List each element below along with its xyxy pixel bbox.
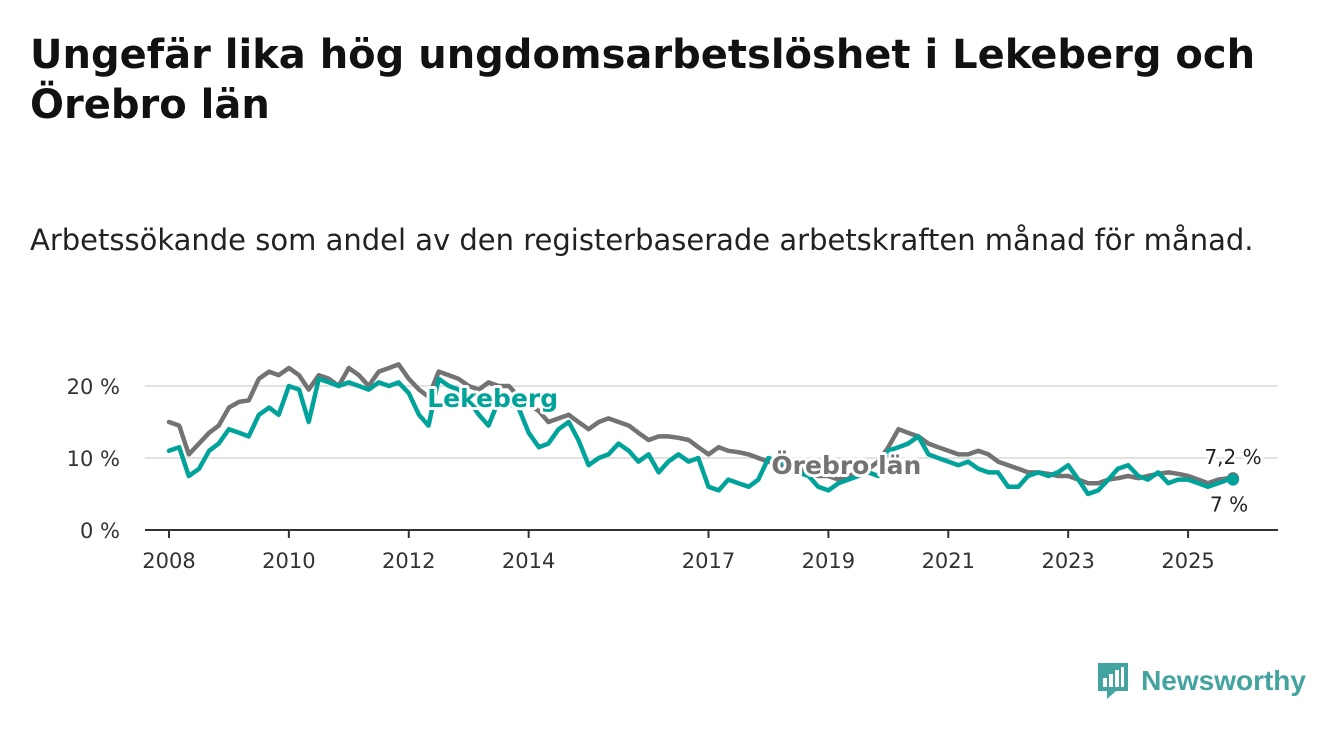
y-tick-label: 10 % xyxy=(67,447,120,471)
series-line-lekeberg xyxy=(166,376,1236,497)
x-tick-label: 2010 xyxy=(262,549,315,573)
axes: 0 % 10 % 20 % 2008 2010 2012 2014 2017 2019 2021 2… xyxy=(67,375,1278,573)
x-tick-label: 2014 xyxy=(502,549,555,573)
y-tick-label: 20 % xyxy=(67,375,120,399)
x-tick-label: 2008 xyxy=(142,549,195,573)
series-lines xyxy=(166,362,1240,497)
series-line--rebro-l-n xyxy=(166,362,1236,486)
newsworthy-icon xyxy=(1098,663,1129,699)
chart-title: Ungefär lika hög ungdomsarbetslöshet i L… xyxy=(30,32,1256,128)
brand-name: Newsworthy xyxy=(1141,665,1306,696)
lekeberg-end-value: 7 % xyxy=(1210,493,1248,517)
x-tick-label: 2017 xyxy=(682,549,735,573)
y-tick-label: 0 % xyxy=(80,519,120,543)
lekeberg-label: Lekeberg xyxy=(427,384,558,413)
chart-subtitle: Arbetssökande som andel av den registerb… xyxy=(30,223,1254,257)
series-labels: Lekeberg Örebro län 7,2 % 7 % xyxy=(424,381,1264,519)
x-tick-label: 2019 xyxy=(802,549,855,573)
series-end-point xyxy=(1227,473,1240,486)
x-tick-label: 2012 xyxy=(382,549,435,573)
orebro-lan-label: Örebro län xyxy=(771,450,921,480)
newsworthy-logo: Newsworthy xyxy=(1095,660,1306,702)
orebro-lan-end-value: 7,2 % xyxy=(1204,445,1261,469)
x-tick-label: 2021 xyxy=(922,549,975,573)
line-chart: 0 % 10 % 20 % 2008 2010 2012 2014 2017 2019 2021 2… xyxy=(67,362,1278,573)
x-tick-label: 2025 xyxy=(1161,549,1214,573)
x-tick-label: 2023 xyxy=(1041,549,1094,573)
